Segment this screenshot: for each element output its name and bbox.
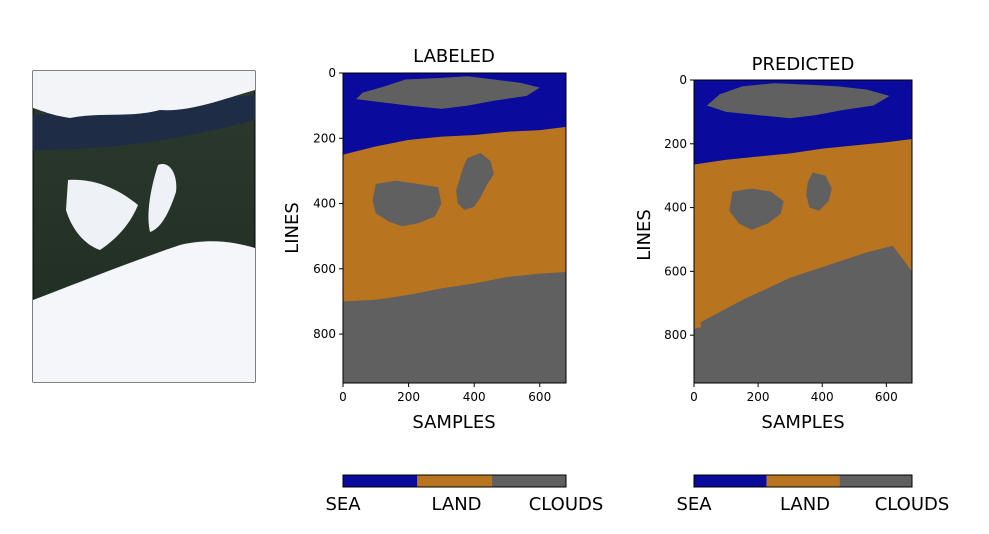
labeled-xtick-label: 0 [339,390,347,404]
labeled-plot: 0 200 400 600 0 200 400 600 800 [313,66,567,404]
labeled-land-region [343,126,566,302]
predicted-xtick-label: 600 [875,390,898,404]
labeled-ylabel: LINES [282,202,303,254]
labeled-colorbar-label: CLOUDS [529,494,604,515]
labeled-ytick-label: 0 [328,66,336,80]
predicted-xtick-label: 0 [690,390,698,404]
predicted-colorbar-swatch [839,475,912,487]
predicted-colorbar-frame [693,474,913,488]
predicted-colorbar-label: LAND [780,494,830,515]
predicted-colorbar-swatch [694,475,767,487]
predicted-panel: PREDICTED 0 200 400 600 0 200 400 600 800 SAMPLE… [634,54,913,433]
predicted-colorbar-label: SEA [676,494,712,515]
labeled-cloud-patch [356,76,540,109]
labeled-colorbar-frame [342,474,567,488]
predicted-axes-frame [693,79,913,384]
predicted-xlabel: SAMPLES [761,412,844,433]
rgb-image-panel [32,70,256,383]
labeled-ytick-label: 400 [313,197,336,211]
predicted-ylabel: LINES [634,209,655,261]
rgb-image-sea-band [33,95,255,150]
predicted-title: PREDICTED [752,54,855,75]
labeled-xtick-label: 600 [528,390,551,404]
predicted-cloud-patch [806,172,832,211]
rgb-image-mid-cloud-right [148,164,177,232]
predicted-colorbar-label: CLOUDS [875,494,950,515]
rgb-image-bottom-clouds [33,241,255,382]
labeled-title: LABELED [413,46,495,67]
labeled-axes-frame [342,72,567,384]
predicted-ytick-label: 600 [664,264,687,278]
labeled-colorbar: SEA LAND CLOUDS [325,474,604,515]
predicted-colorbar-swatch [766,475,840,487]
labeled-xtick-label: 400 [463,390,486,404]
predicted-cloud-patch [706,83,890,119]
labeled-colorbar-swatch [417,475,492,487]
labeled-colorbar-swatch [491,475,566,487]
labeled-colorbar-label: SEA [325,494,361,515]
predicted-ytick-label: 200 [664,137,687,151]
labeled-xtick-label: 200 [397,390,420,404]
predicted-xtick-label: 400 [811,390,834,404]
labeled-colorbar-label: LAND [431,494,481,515]
labeled-cloud-patch [372,180,442,227]
rgb-image-mid-cloud-left [66,179,138,250]
predicted-xtick-label: 200 [747,390,770,404]
predicted-cloud-patch [729,188,784,230]
labeled-cloud-patch [456,152,494,211]
labeled-ytick-label: 800 [313,327,336,341]
labeled-ytick-label: 200 [313,131,336,145]
labeled-colorbar-swatch [343,475,418,487]
labeled-ytick-label: 600 [313,262,336,276]
predicted-cloud-patch [700,245,912,342]
predicted-ytick-label: 400 [664,201,687,215]
predicted-colorbar: SEA LAND CLOUDS [676,474,950,515]
labeled-xlabel: SAMPLES [412,412,495,433]
predicted-plot: 0 200 400 600 0 200 400 600 800 [664,73,913,404]
predicted-ytick-label: 0 [679,73,687,87]
predicted-ytick-label: 800 [664,328,687,342]
rgb-image-top-clouds [33,71,255,118]
